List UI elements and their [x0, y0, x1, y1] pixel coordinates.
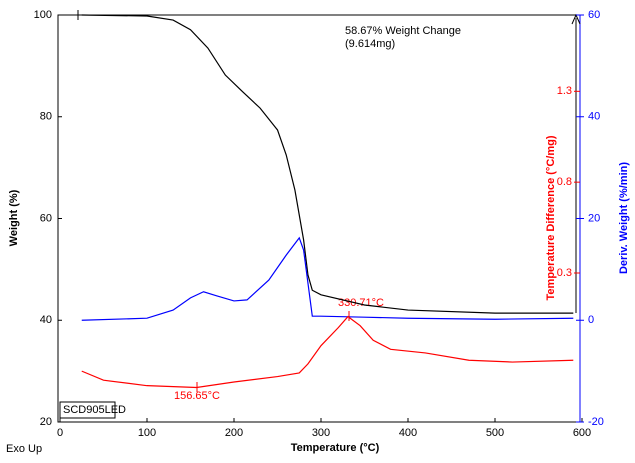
y2-axis-title: Deriv. Weight (%/min) — [618, 162, 630, 274]
series-line — [81, 14, 574, 314]
x-axis-title: Temperature (°C) — [291, 442, 380, 454]
y2-tick-label: -20 — [588, 416, 604, 428]
plot-frame — [57, 14, 581, 423]
y-axis-title: Weight (%) — [8, 189, 20, 246]
y2-tick-label: 60 — [588, 9, 600, 21]
y3-axis-title: Temperature Difference (°C/mg) — [545, 135, 557, 300]
annotation: 58.67% Weight Change — [345, 25, 461, 37]
y3-tick-label: 0.3 — [557, 267, 572, 279]
series-line — [81, 236, 574, 321]
y3-tick-label: 1.3 — [557, 85, 572, 97]
y-tick-label: 60 — [40, 212, 52, 224]
y-tick-label: 40 — [40, 314, 52, 326]
y-tick-label: 20 — [40, 416, 52, 428]
annotation: 330.71°C — [338, 297, 384, 309]
y-tick-label: 100 — [34, 9, 52, 21]
y2-tick-label: 0 — [588, 314, 594, 326]
annotation: SCD905LED — [63, 404, 126, 416]
x-tick-label: 500 — [486, 427, 504, 439]
x-tick-label: 0 — [57, 427, 63, 439]
sample-box — [59, 401, 116, 419]
x-tick-label: 400 — [399, 427, 417, 439]
y2-tick-label: 40 — [588, 111, 600, 123]
annotation: 156.65°C — [174, 390, 220, 402]
annotation: (9.614mg) — [345, 38, 395, 50]
x-tick-label: 100 — [138, 427, 156, 439]
y3-tick-label: 0.8 — [557, 176, 572, 188]
x-tick-label: 600 — [573, 427, 591, 439]
x-tick-label: 300 — [312, 427, 330, 439]
series-line — [81, 315, 574, 389]
x-tick-label: 200 — [225, 427, 243, 439]
annotation: Exo Up — [6, 443, 42, 455]
y2-tick-label: 20 — [588, 212, 600, 224]
y-tick-label: 80 — [40, 111, 52, 123]
